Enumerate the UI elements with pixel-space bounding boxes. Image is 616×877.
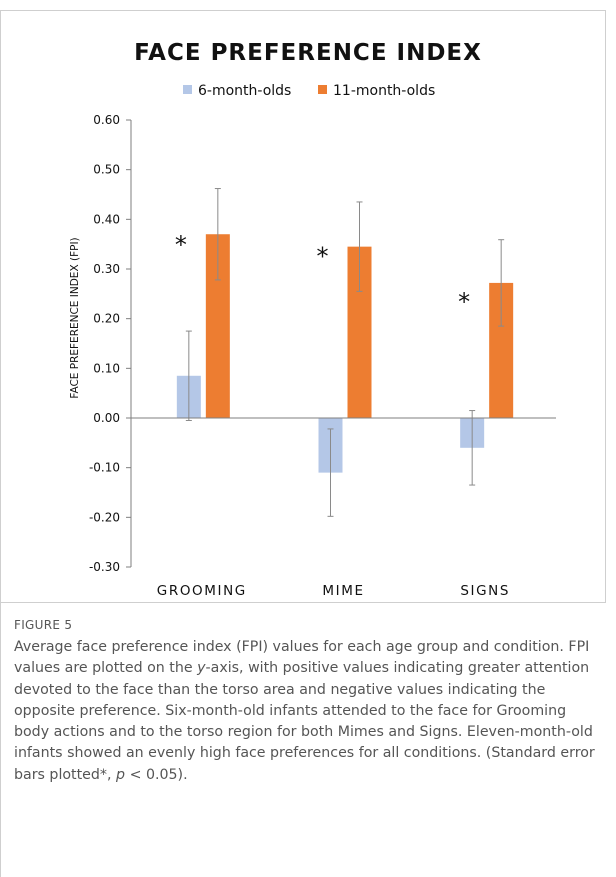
x-axis: GROOMING MIME SIGNS: [131, 417, 556, 599]
y-tick-label: 0.30: [93, 262, 120, 276]
significance-star: *: [175, 231, 187, 259]
caption-text-3: < 0.05).: [125, 766, 188, 783]
category-label: SIGNS: [460, 583, 510, 599]
caption-italic-p: p: [116, 766, 126, 783]
legend: 6-month-olds 11-month-olds: [183, 83, 435, 99]
legend-label: 11-month-olds: [333, 83, 435, 99]
significance-markers: * * *: [175, 231, 470, 316]
caption-text-1: Average face preference index (FPI) valu…: [14, 639, 590, 677]
legend-swatch: [183, 85, 192, 94]
caption-italic-y: y: [197, 660, 206, 677]
legend-label: 6-month-olds: [198, 83, 291, 99]
y-tick-label: 0.50: [93, 163, 120, 177]
y-tick-label: -0.10: [89, 461, 120, 475]
chart-title: FACE PREFERENCE INDEX: [134, 40, 482, 66]
y-tick-label: 0.10: [93, 361, 120, 375]
figure-label: FIGURE 5: [14, 618, 73, 632]
figure-caption: Average face preference index (FPI) valu…: [14, 637, 604, 786]
figure-frame-left-rule: [0, 603, 1, 877]
category-label: GROOMING: [157, 583, 247, 599]
significance-star: *: [458, 288, 470, 316]
figure-frame: [0, 10, 606, 603]
legend-swatch: [318, 85, 327, 94]
y-tick-label: 0.40: [93, 212, 120, 226]
error-bars: [185, 188, 505, 517]
y-tick-label: 0.20: [93, 312, 120, 326]
bar: [489, 282, 514, 418]
category-label: MIME: [322, 583, 364, 599]
y-tick-label: -0.30: [89, 560, 120, 574]
y-tick-label: 0.60: [93, 113, 120, 127]
y-axis-label: FACE PREFERENCE INDEX (FPI): [69, 237, 81, 398]
y-axis: 0.60 0.50 0.40 0.30 0.20 0.10 0.00 -0.10 -0.20 -0…: [89, 113, 132, 574]
y-tick-label: 0.00: [93, 411, 120, 425]
y-tick-label: -0.20: [89, 510, 120, 524]
bars: [176, 234, 514, 473]
significance-star: *: [317, 243, 329, 271]
chart: FACE PREFERENCE INDEX 6-month-olds 11-mon…: [69, 40, 556, 599]
caption-text-2: -axis, with positive values indicating g…: [14, 660, 595, 783]
